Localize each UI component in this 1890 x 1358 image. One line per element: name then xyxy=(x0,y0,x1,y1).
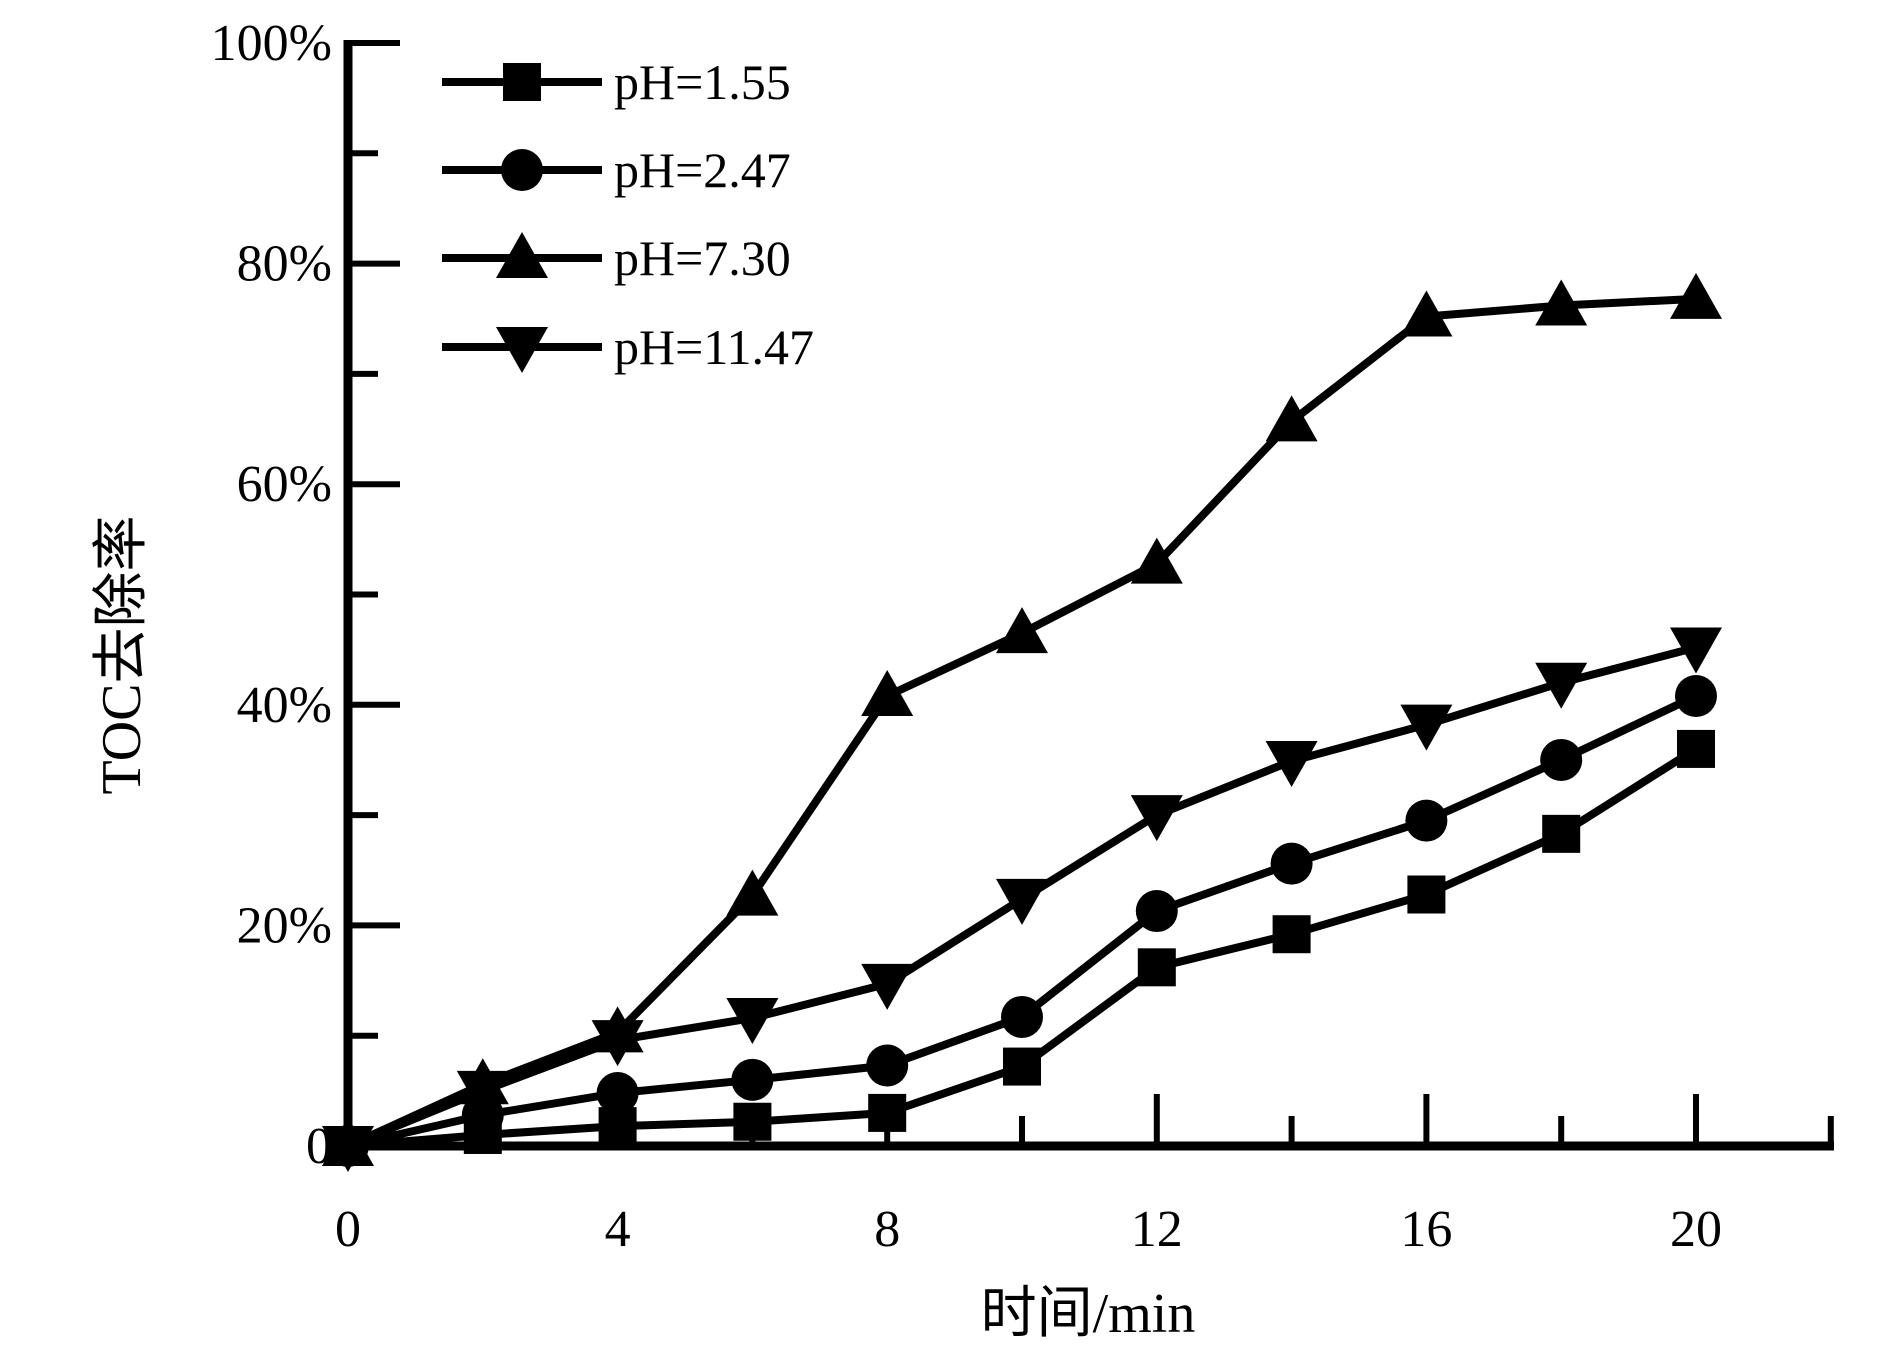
x-tick-label-8: 8 xyxy=(874,1201,900,1258)
series-pH=11.47-point-6 xyxy=(726,998,779,1045)
legend-group: pH=1.55 pH=2.47 pH=7.30 pH=11.47 xyxy=(442,54,814,375)
series-group xyxy=(322,272,1722,1172)
legend-label-pH=11.47: pH=11.47 xyxy=(614,319,814,375)
series-pH=1.55-line xyxy=(344,744,1700,1150)
legend-marker-circle-icon xyxy=(501,149,543,191)
legend-label-pH=2.47: pH=2.47 xyxy=(614,142,791,198)
series-pH=2.47-point-10 xyxy=(1001,995,1043,1038)
series-pH=11.47-point-14 xyxy=(1265,741,1318,788)
axis-lines xyxy=(343,40,1834,1151)
legend-label-pH=7.30: pH=7.30 xyxy=(614,230,791,286)
series-pH=1.55 xyxy=(329,729,1715,1165)
y-tick-label-80: 80% xyxy=(237,236,332,293)
series-pH=1.55-point-8 xyxy=(868,1093,907,1132)
series-pH=11.47-point-8 xyxy=(861,963,914,1010)
y-tick-label-100: 100% xyxy=(211,15,332,72)
legend-marker-triangle-up-icon xyxy=(496,232,548,278)
legend-marker-square-icon xyxy=(503,63,541,101)
series-pH=1.55-point-12 xyxy=(1137,948,1176,987)
x-tick-label-0: 0 xyxy=(335,1201,361,1258)
y-axis-title: TOC去除率 xyxy=(91,516,153,795)
series-pH=2.47-point-20 xyxy=(1675,674,1717,717)
y-tick-label-20: 20% xyxy=(237,897,332,954)
series-pH=7.30-point-10 xyxy=(996,607,1048,654)
series-pH=7.30-point-18 xyxy=(1535,279,1588,326)
legend-item-pH=11.47: pH=11.47 xyxy=(442,319,814,375)
legend-item-pH=1.55: pH=1.55 xyxy=(442,54,791,110)
series-pH=2.47-point-16 xyxy=(1405,799,1448,842)
series-pH=1.55-point-20 xyxy=(1677,729,1715,768)
series-pH=11.47-point-12 xyxy=(1130,795,1183,842)
x-tick-label-20: 20 xyxy=(1670,1201,1722,1258)
legend-marker-triangle-down-icon xyxy=(496,327,548,373)
series-pH=2.47-point-18 xyxy=(1540,738,1583,781)
series-pH=2.47-point-6 xyxy=(731,1058,774,1101)
series-pH=1.55-point-14 xyxy=(1272,915,1311,954)
series-pH=11.47-point-0 xyxy=(322,1126,374,1172)
legend-label-pH=1.55: pH=1.55 xyxy=(614,54,791,110)
series-pH=11.47-point-18 xyxy=(1535,662,1588,709)
series-pH=11.47-point-20 xyxy=(1670,627,1722,674)
x-tick-label-4: 4 xyxy=(605,1201,631,1258)
series-pH=11.47-point-16 xyxy=(1400,704,1453,751)
series-pH=2.47-point-8 xyxy=(866,1044,909,1087)
legend-item-pH=2.47: pH=2.47 xyxy=(442,142,791,198)
series-pH=7.30-point-20 xyxy=(1670,272,1722,319)
series-pH=1.55-point-10 xyxy=(1003,1047,1041,1086)
series-pH=2.47-point-12 xyxy=(1135,890,1178,933)
legend-item-pH=7.30: pH=7.30 xyxy=(442,230,791,286)
series-pH=11.47-point-4 xyxy=(591,1020,644,1067)
series-pH=7.30-point-14 xyxy=(1265,395,1318,442)
series-pH=7.30-point-6 xyxy=(726,869,779,916)
series-pH=1.55-point-16 xyxy=(1407,875,1446,914)
series-pH=1.55-point-18 xyxy=(1542,814,1581,853)
series-pH=2.47-point-4 xyxy=(596,1072,639,1115)
series-pH=7.30-point-8 xyxy=(861,669,914,716)
series-pH=7.30-point-12 xyxy=(1130,537,1183,584)
x-tick-label-16: 16 xyxy=(1400,1201,1452,1258)
series-pH=7.30-point-16 xyxy=(1400,290,1453,337)
series-pH=11.47-point-2 xyxy=(456,1070,509,1117)
y-tick-label-40: 40% xyxy=(237,677,332,734)
x-axis-title: 时间/min xyxy=(981,1283,1196,1345)
series-pH=11.47 xyxy=(322,627,1722,1172)
series-pH=2.47-point-14 xyxy=(1270,842,1313,885)
series-pH=11.47-point-10 xyxy=(996,878,1048,925)
series-pH=1.55-point-6 xyxy=(733,1102,772,1141)
x-tick-label-12: 12 xyxy=(1131,1201,1183,1258)
y-tick-label-60: 60% xyxy=(237,456,332,513)
